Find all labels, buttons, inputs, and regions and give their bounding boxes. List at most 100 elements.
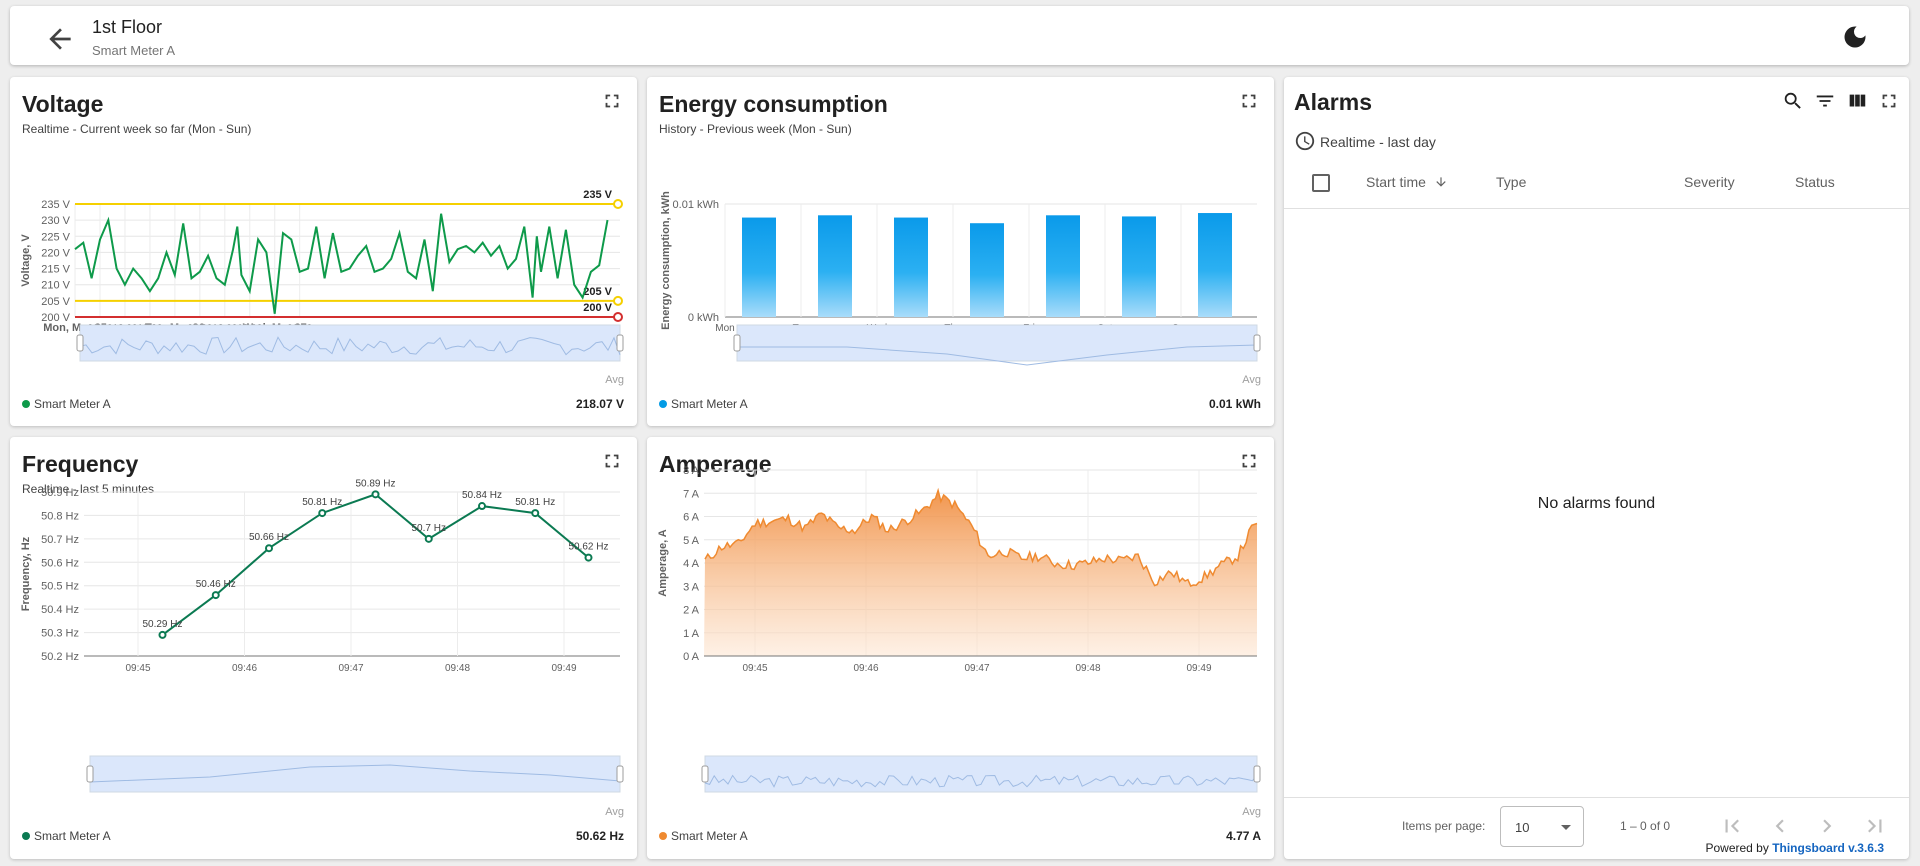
card-subtitle: History - Previous week (Mon - Sun) [659,122,852,136]
column-status[interactable]: Status [1795,174,1835,190]
bar [818,215,852,317]
last-page-icon[interactable] [1862,813,1888,839]
zoom-slider-preview [737,344,1258,366]
y-tick-label: 50.8 Hz [41,510,79,522]
threshold-label: 205 V [583,286,612,298]
y-tick-label: 0 A [683,651,700,663]
legend-header: Avg [1242,806,1261,818]
dark-mode-icon[interactable] [1841,23,1869,51]
data-label: 50.84 Hz [462,490,502,501]
x-tick-label: 09:45 [125,663,150,674]
x-tick-label: 09:48 [445,663,470,674]
fullscreen-icon[interactable] [601,90,623,112]
y-tick-label: 50.5 Hz [41,581,79,593]
legend-value: 218.07 V [575,397,624,411]
frequency-chart[interactable]: 50.2 Hz 50.3 Hz 50.4 Hz 50.5 Hz 50.6 Hz 50.7 … [10,437,637,812]
frequency-card: Frequency Realtime - last 5 minutes 50.2… [10,437,637,859]
y-tick-label: 3 A [683,581,700,593]
y-tick-label: 0.01 kWh [673,199,719,211]
column-label: Start time [1366,174,1426,190]
y-tick-label: 0 kWh [688,312,719,324]
powered-by: Powered by Thingsboard v.3.6.3 [1705,841,1884,855]
zoom-slider-track [704,755,1258,793]
filter-icon[interactable] [1814,90,1836,112]
data-point [584,553,593,562]
data-label: 50.66 Hz [249,532,289,543]
fullscreen-icon[interactable] [1238,450,1260,472]
first-page-icon[interactable] [1719,813,1745,839]
page-subtitle: Smart Meter A [92,43,176,58]
legend-header: Avg [605,806,624,818]
x-tick-label: 09:46 [232,663,257,674]
data-point [371,490,380,499]
y-axis-label: Energy consumption, kWh [660,191,672,330]
card-title: Energy consumption [659,91,888,117]
voltage-card: Voltage Realtime - Current week so far (… [10,77,637,426]
y-tick-label: 2 A [683,605,700,617]
column-type[interactable]: Type [1496,174,1527,190]
data-label: 50.46 Hz [196,579,236,590]
series-area [704,490,1257,656]
x-tick-label: 09:49 [551,663,576,674]
items-per-page-value: 10 [1515,820,1530,835]
time-window-selector[interactable]: Realtime - last day [1294,130,1436,152]
y-axis-label: Frequency, Hz [20,536,32,611]
zoom-slider-track [89,755,621,793]
data-label: 50.89 Hz [355,478,395,489]
legend-value: 0.01 kWh [1208,397,1261,411]
zoom-slider-track [736,324,1258,362]
y-tick-label: 5 A [683,535,700,547]
legend-row[interactable]: Smart Meter A 50.62 Hz [22,829,624,845]
data-point [318,509,327,518]
legend-series-name: Smart Meter A [671,397,748,411]
thingsboard-link[interactable]: Thingsboard v.3.6.3 [1772,841,1884,855]
data-point [158,630,167,639]
zoom-slider-handle [701,765,709,783]
series-line [74,213,609,314]
x-tick-label: 09:45 [742,663,767,674]
legend-row[interactable]: Smart Meter A 218.07 V [22,397,624,413]
zoom-slider-handle [616,765,624,783]
time-window-label: Realtime - last day [1320,134,1436,150]
fullscreen-icon[interactable] [1878,90,1900,112]
zoom-slider-track [79,324,621,362]
previous-page-icon[interactable] [1767,813,1793,839]
legend-row[interactable]: Smart Meter A 4.77 A [659,829,1261,845]
columns-icon[interactable] [1846,90,1868,112]
next-page-icon[interactable] [1814,813,1840,839]
bar [1122,216,1156,317]
bar [1198,213,1232,317]
data-label: 50.81 Hz [515,497,555,508]
data-label: 50.81 Hz [302,497,342,508]
fullscreen-icon[interactable] [1238,90,1260,112]
data-label: 50.62 Hz [568,542,608,553]
column-severity[interactable]: Severity [1684,174,1735,190]
y-tick-label: 230 V [41,215,70,227]
threshold-marker [613,312,623,322]
arrow-back-icon[interactable] [44,23,76,55]
fullscreen-icon[interactable] [601,450,623,472]
x-tick-label: 09:48 [1075,663,1100,674]
legend-value: 4.77 A [1226,829,1261,843]
bar [970,223,1004,317]
amperage-chart[interactable]: 0 A 1 A 2 A 3 A 4 A 5 A 6 A 7 A 8 A 09:45 09:46 09:… [647,437,1274,812]
data-point [211,591,220,600]
y-tick-label: 50.4 Hz [41,604,79,616]
y-tick-label: 6 A [683,512,700,524]
y-tick-label: 4 A [683,558,700,570]
y-tick-label: 8 A [683,465,700,477]
column-start-time[interactable]: Start time [1366,174,1448,190]
select-all-checkbox[interactable] [1312,174,1330,192]
items-per-page-label: Items per page: [1402,819,1486,833]
legend-row[interactable]: Smart Meter A 0.01 kWh [659,397,1261,413]
y-tick-label: 1 A [683,628,700,640]
items-per-page-select[interactable]: 10 [1500,806,1584,847]
y-tick-label: 50.6 Hz [41,557,79,569]
search-icon[interactable] [1782,90,1804,112]
voltage-chart[interactable]: 200 V 205 V 210 V 215 V 220 V 225 V 230 V 235 V… [10,77,637,377]
zoom-slider-preview [79,336,621,356]
y-tick-label: 210 V [41,280,70,292]
bar [742,217,776,317]
y-tick-label: 50.9 Hz [41,487,79,499]
